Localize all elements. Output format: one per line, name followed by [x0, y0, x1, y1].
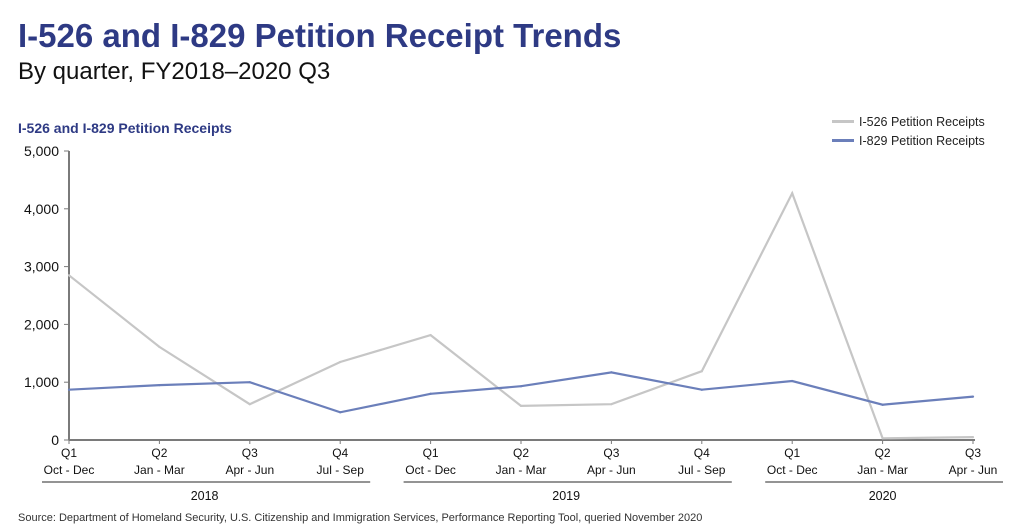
legend-item-i526: I-526 Petition Receipts — [832, 112, 985, 131]
data-point-i526 — [971, 436, 975, 439]
x-tick-label-months: Oct - Dec — [405, 463, 456, 477]
data-point-i829 — [429, 392, 432, 395]
x-tick-label-quarter: Q3 — [242, 446, 258, 460]
x-tick-label-quarter: Q1 — [61, 446, 77, 460]
data-point-i829 — [791, 379, 794, 383]
data-point-i526 — [248, 403, 251, 406]
data-point-i526 — [158, 345, 161, 349]
x-tick-label-months: Apr - Jun — [225, 463, 274, 477]
x-tick-label-quarter: Q2 — [513, 446, 529, 460]
series-line-i526 — [68, 190, 974, 440]
data-point-i526 — [791, 192, 794, 195]
x-tick-label-quarter: Q3 — [965, 446, 981, 460]
x-tick-label-months: Apr - Jun — [949, 463, 998, 477]
legend-label-i829: I-829 Petition Receipts — [859, 133, 985, 148]
x-tick-label-quarter: Q3 — [603, 446, 619, 460]
data-point-i829 — [339, 411, 342, 414]
x-tick-label-months: Oct - Dec — [767, 463, 818, 477]
data-point-i526 — [881, 437, 884, 440]
data-point-i829 — [67, 388, 71, 391]
x-tick-label-quarter: Q1 — [784, 446, 800, 460]
source-note: Source: Department of Homeland Security,… — [18, 512, 703, 524]
y-axis-title: I-526 and I-829 Petition Receipts — [18, 120, 232, 136]
data-point-i829 — [881, 403, 884, 406]
data-point-i829 — [158, 383, 161, 387]
x-tick-label-months: Oct - Dec — [44, 463, 95, 477]
data-point-i526 — [519, 404, 523, 407]
data-point-i526 — [610, 403, 613, 406]
chart-subtitle: By quarter, FY2018–2020 Q3 — [18, 58, 331, 85]
x-tick-label-months: Jan - Mar — [134, 463, 185, 477]
x-tick-label-months: Jan - Mar — [857, 463, 908, 477]
data-point-i526 — [700, 370, 703, 373]
x-tick-label-months: Apr - Jun — [587, 463, 636, 477]
data-point-i526 — [339, 360, 342, 364]
data-point-i829 — [248, 381, 251, 384]
x-tick-label-quarter: Q2 — [151, 446, 167, 460]
year-group-label: 2019 — [552, 489, 580, 503]
x-tick-label-quarter: Q2 — [875, 446, 891, 460]
legend: I-526 Petition Receipts I-829 Petition R… — [832, 112, 985, 150]
year-group-label: 2018 — [191, 489, 219, 503]
data-point-i829 — [610, 371, 613, 374]
year-group-label: 2020 — [869, 489, 897, 503]
x-tick-label-months: Jan - Mar — [496, 463, 547, 477]
y-tick-label: 2,000 — [24, 316, 59, 332]
legend-swatch-i526 — [832, 120, 854, 123]
data-point-i526 — [429, 333, 432, 337]
y-tick-label: 1,000 — [24, 374, 59, 390]
data-point-i526 — [67, 274, 71, 277]
y-tick-label: 5,000 — [24, 143, 59, 159]
y-tick-label: 4,000 — [24, 201, 59, 217]
x-tick-label-quarter: Q1 — [423, 446, 439, 460]
data-point-i829 — [971, 395, 975, 398]
legend-label-i526: I-526 Petition Receipts — [859, 114, 985, 129]
data-point-i829 — [519, 385, 523, 388]
x-tick-label-quarter: Q4 — [332, 446, 348, 460]
y-tick-label: 0 — [51, 432, 59, 448]
y-tick-label: 3,000 — [24, 259, 59, 275]
x-tick-label-months: Jul - Sep — [678, 463, 726, 477]
chart-title: I-526 and I-829 Petition Receipt Trends — [18, 17, 622, 54]
x-tick-label-quarter: Q4 — [694, 446, 710, 460]
legend-swatch-i829 — [832, 139, 854, 142]
x-tick-label-months: Jul - Sep — [317, 463, 365, 477]
legend-item-i829: I-829 Petition Receipts — [832, 131, 985, 150]
data-point-i829 — [700, 388, 703, 391]
